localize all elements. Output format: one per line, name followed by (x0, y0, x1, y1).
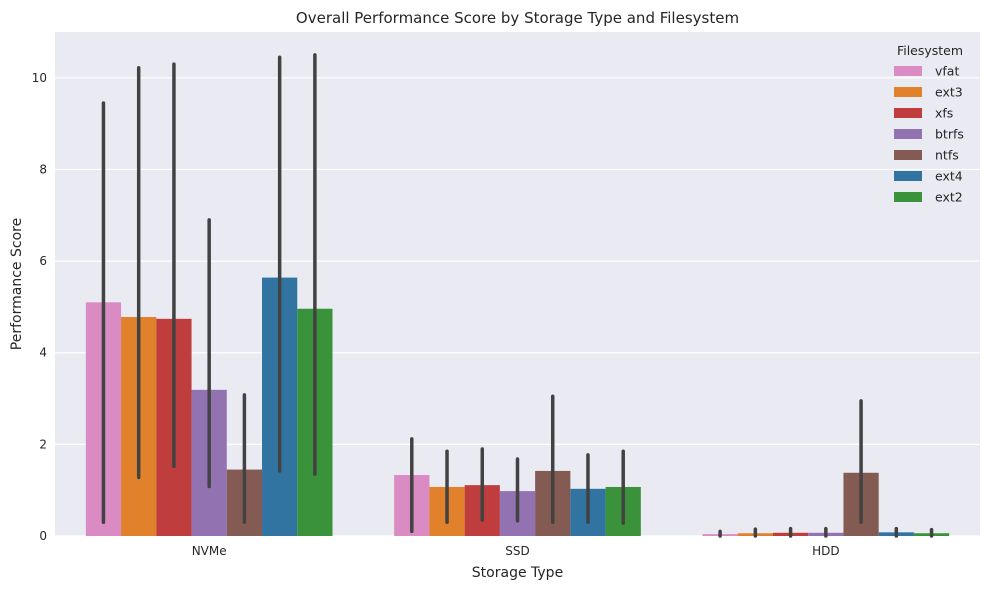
legend-swatch-ntfs (894, 150, 922, 160)
legend-entry-ext4: ext4 (935, 169, 963, 184)
error-bars (101, 53, 934, 538)
x-tick-label: SSD (505, 544, 529, 558)
x-tick-label: NVMe (192, 544, 227, 558)
legend-entry-ntfs: ntfs (935, 148, 959, 163)
legend-swatch-vfat (894, 66, 922, 76)
legend-entry-btrfs: btrfs (935, 127, 964, 142)
y-axis-label: Performance Score (9, 218, 25, 350)
y-tick-label: 4 (39, 346, 47, 360)
legend-swatch-btrfs (894, 129, 922, 139)
legend-entry-ext3: ext3 (935, 85, 963, 100)
x-axis-ticks: NVMe SSD HDD (192, 544, 840, 558)
y-tick-label: 2 (39, 437, 47, 451)
legend-entry-xfs: xfs (935, 106, 953, 121)
legend-entry-vfat: vfat (935, 64, 959, 79)
y-tick-label: 8 (39, 162, 47, 176)
x-tick-label: HDD (812, 544, 840, 558)
legend-swatch-xfs (894, 108, 922, 118)
y-axis-ticks: 0 2 4 6 8 10 (32, 71, 47, 543)
y-tick-label: 10 (32, 71, 47, 85)
legend-swatch-ext3 (894, 87, 922, 97)
legend-swatch-ext2 (894, 192, 922, 202)
y-tick-label: 0 (39, 529, 47, 543)
chart-title: Overall Performance Score by Storage Typ… (296, 9, 739, 27)
legend: Filesystem vfat ext3 xfs btrfs ntfs ext4 ext2 (894, 43, 964, 205)
x-axis-label: Storage Type (472, 565, 563, 581)
legend-title: Filesystem (897, 43, 963, 58)
legend-entry-ext2: ext2 (935, 190, 963, 205)
y-tick-label: 6 (39, 254, 47, 268)
legend-swatch-ext4 (894, 171, 922, 181)
